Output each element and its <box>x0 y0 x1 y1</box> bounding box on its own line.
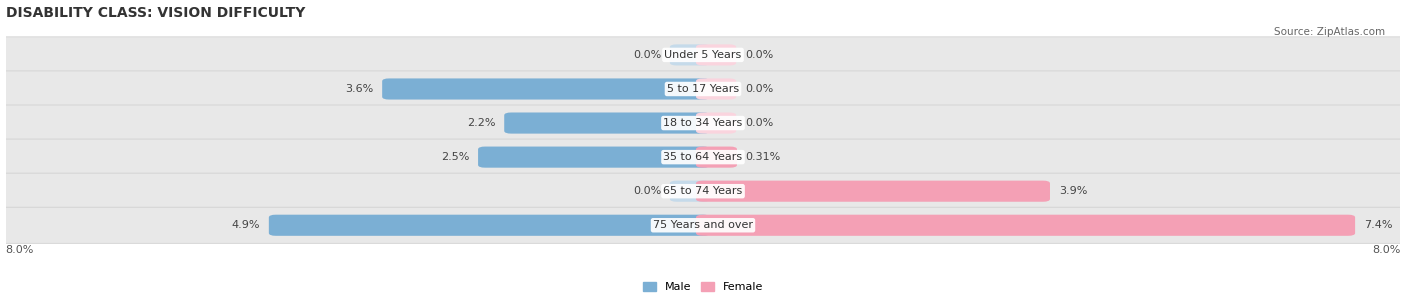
FancyBboxPatch shape <box>0 173 1406 209</box>
Text: 4.9%: 4.9% <box>232 220 260 230</box>
Text: Source: ZipAtlas.com: Source: ZipAtlas.com <box>1274 27 1385 37</box>
Text: 0.0%: 0.0% <box>633 50 661 60</box>
Text: 0.0%: 0.0% <box>745 50 773 60</box>
Text: 2.5%: 2.5% <box>441 152 470 162</box>
Text: 2.2%: 2.2% <box>467 118 495 128</box>
Text: 5 to 17 Years: 5 to 17 Years <box>666 84 740 94</box>
FancyBboxPatch shape <box>696 147 737 168</box>
Text: 65 to 74 Years: 65 to 74 Years <box>664 186 742 196</box>
FancyBboxPatch shape <box>269 215 710 236</box>
Text: 0.0%: 0.0% <box>633 186 661 196</box>
Text: 0.0%: 0.0% <box>745 118 773 128</box>
Text: 3.6%: 3.6% <box>346 84 374 94</box>
Text: 8.0%: 8.0% <box>6 245 34 255</box>
FancyBboxPatch shape <box>382 78 710 99</box>
FancyBboxPatch shape <box>696 78 737 99</box>
FancyBboxPatch shape <box>505 112 710 134</box>
FancyBboxPatch shape <box>0 139 1406 175</box>
Text: 18 to 34 Years: 18 to 34 Years <box>664 118 742 128</box>
FancyBboxPatch shape <box>669 44 710 65</box>
FancyBboxPatch shape <box>696 215 1355 236</box>
Text: 0.31%: 0.31% <box>745 152 780 162</box>
FancyBboxPatch shape <box>696 44 737 65</box>
Text: 7.4%: 7.4% <box>1364 220 1392 230</box>
FancyBboxPatch shape <box>0 37 1406 73</box>
FancyBboxPatch shape <box>478 147 710 168</box>
FancyBboxPatch shape <box>0 105 1406 141</box>
Text: 3.9%: 3.9% <box>1059 186 1087 196</box>
FancyBboxPatch shape <box>696 112 737 134</box>
Text: 75 Years and over: 75 Years and over <box>652 220 754 230</box>
FancyBboxPatch shape <box>0 71 1406 107</box>
Text: 35 to 64 Years: 35 to 64 Years <box>664 152 742 162</box>
FancyBboxPatch shape <box>669 181 710 202</box>
FancyBboxPatch shape <box>696 181 1050 202</box>
Text: DISABILITY CLASS: VISION DIFFICULTY: DISABILITY CLASS: VISION DIFFICULTY <box>6 5 305 19</box>
Legend: Male, Female: Male, Female <box>638 277 768 296</box>
Text: 0.0%: 0.0% <box>745 84 773 94</box>
FancyBboxPatch shape <box>0 207 1406 243</box>
Text: Under 5 Years: Under 5 Years <box>665 50 741 60</box>
Text: 8.0%: 8.0% <box>1372 245 1400 255</box>
